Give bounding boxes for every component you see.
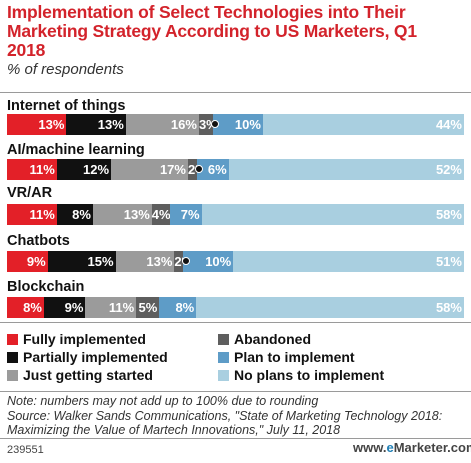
bar-segment: 12% (56, 159, 112, 180)
legend-divider (0, 322, 471, 323)
small-value-marker (195, 165, 204, 173)
legend-swatch (7, 370, 18, 381)
legend-swatch (218, 352, 229, 363)
footnote-source: Source: Walker Sands Communications, "St… (7, 408, 443, 438)
bar-segment: 5% (136, 297, 160, 318)
brand-accent: e (386, 440, 394, 455)
bar-segment: 13% (7, 114, 67, 135)
bar-segment: 17% (111, 159, 188, 180)
bar-row: 11%12%17%2%6%52% (7, 159, 464, 180)
legend-label: Plan to implement (234, 349, 355, 365)
bar-segment: 4% (151, 204, 171, 225)
bar-segment: 8% (159, 297, 197, 318)
bar-segment: 16% (125, 114, 199, 135)
category-label: Internet of things (7, 98, 126, 114)
bottom-divider (0, 438, 471, 439)
legend-label: Fully implemented (23, 331, 146, 347)
footnotes: Note: numbers may not add up to 100% due… (7, 394, 467, 438)
bar-segment: 10% (217, 114, 263, 135)
legend-label: Abandoned (234, 331, 311, 347)
chart-id: 239551 (7, 444, 44, 456)
legend-label: No plans to implement (234, 367, 385, 383)
bar-segment: 58% (196, 297, 464, 318)
bar-segment: 9% (7, 251, 48, 272)
bar-segment: 8% (56, 204, 93, 225)
footnote-note: Note: numbers may not add up to 100% due… (7, 394, 319, 408)
bar-segment: 13% (66, 114, 126, 135)
bar-segment: 9% (43, 297, 86, 318)
chart-title: Implementation of Select Technologies in… (7, 2, 417, 60)
small-value-marker (181, 257, 190, 265)
bar-segment: 13% (115, 251, 175, 272)
legend-swatch (7, 352, 18, 363)
bar-segment: 6% (201, 159, 229, 180)
bar-segment: 15% (47, 251, 116, 272)
bar-row: 9%15%13%2%10%51% (7, 251, 464, 272)
bar-segment: 11% (85, 297, 137, 318)
bar-segment: 10% (187, 251, 234, 272)
bar-segment: 11% (7, 204, 57, 225)
brand-name: Marketer.com (393, 440, 471, 455)
bar-segment: 13% (92, 204, 152, 225)
legend-swatch (7, 334, 18, 345)
category-label: VR/AR (7, 185, 53, 201)
category-label: Blockchain (7, 279, 85, 295)
legend-label: Just getting started (23, 367, 153, 383)
category-label: AI/machine learning (7, 142, 145, 158)
bar-segment: 51% (233, 251, 464, 272)
bar-segment: 11% (7, 159, 57, 180)
brand-prefix: www. (353, 440, 387, 455)
brand-logo: www.eMarketer.com (353, 440, 471, 455)
top-divider (0, 92, 471, 93)
legend-swatch (218, 334, 229, 345)
bar-segment: 58% (201, 204, 464, 225)
bar-segment: 44% (262, 114, 464, 135)
bar-row: 11% 8% 13% 4% 7% 58% (7, 204, 464, 225)
bar-row: 13% 13% 16% 3% 10% 44% (7, 114, 464, 135)
legend-label: Partially implemented (23, 349, 168, 365)
small-value-marker (210, 120, 219, 128)
bar-row: 8% 9% 11% 5% 8% 58% (7, 297, 464, 318)
chart-subtitle: % of respondents (7, 61, 124, 78)
notes-divider (0, 391, 471, 392)
category-label: Chatbots (7, 233, 70, 249)
bar-segment: 52% (228, 159, 464, 180)
legend-swatch (218, 370, 229, 381)
bar-segment: 7% (169, 204, 202, 225)
bar-segment: 8% (7, 297, 44, 318)
